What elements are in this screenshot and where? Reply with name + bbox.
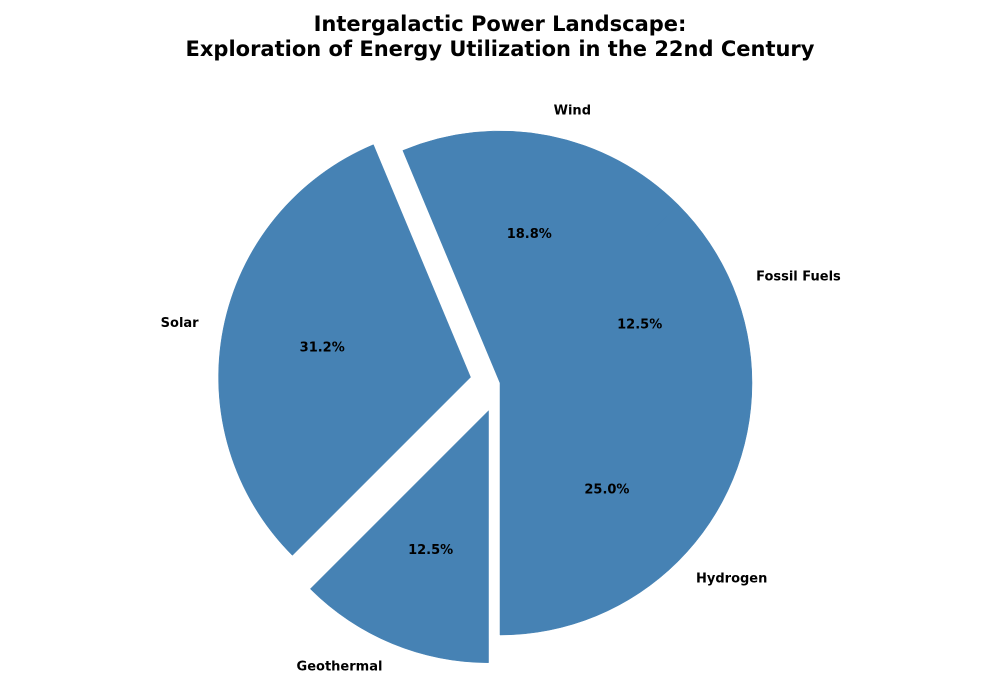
chart-title: Intergalactic Power Landscape: Explorati…	[0, 12, 1000, 62]
pie-pct-label-wind: 18.8%	[507, 227, 552, 242]
pie-slice-solar	[218, 144, 471, 556]
chart-title-line-1: Intergalactic Power Landscape:	[313, 12, 687, 36]
pie-pct-label-geothermal: 12.5%	[408, 543, 453, 558]
pie-slice-fossil-fuels	[499, 204, 753, 384]
pie-category-label-wind: Wind	[554, 104, 591, 119]
pie-pct-label-hydrogen: 25.0%	[584, 482, 629, 497]
pie-slice-wind	[402, 130, 679, 384]
pie-category-label-fossil-fuels: Fossil Fuels	[756, 269, 841, 284]
pie-category-label-solar: Solar	[161, 316, 200, 331]
pie-pct-label-solar: 31.2%	[300, 340, 345, 355]
chart-title-line-2: Exploration of Energy Utilization in the…	[185, 37, 815, 61]
pie-slice-hydrogen	[499, 382, 753, 636]
pie-category-label-hydrogen: Hydrogen	[696, 572, 767, 587]
pie-pct-label-fossil-fuels: 12.5%	[617, 318, 662, 333]
pie-slice-geothermal	[309, 410, 489, 663]
pie-category-label-geothermal: Geothermal	[297, 659, 383, 674]
